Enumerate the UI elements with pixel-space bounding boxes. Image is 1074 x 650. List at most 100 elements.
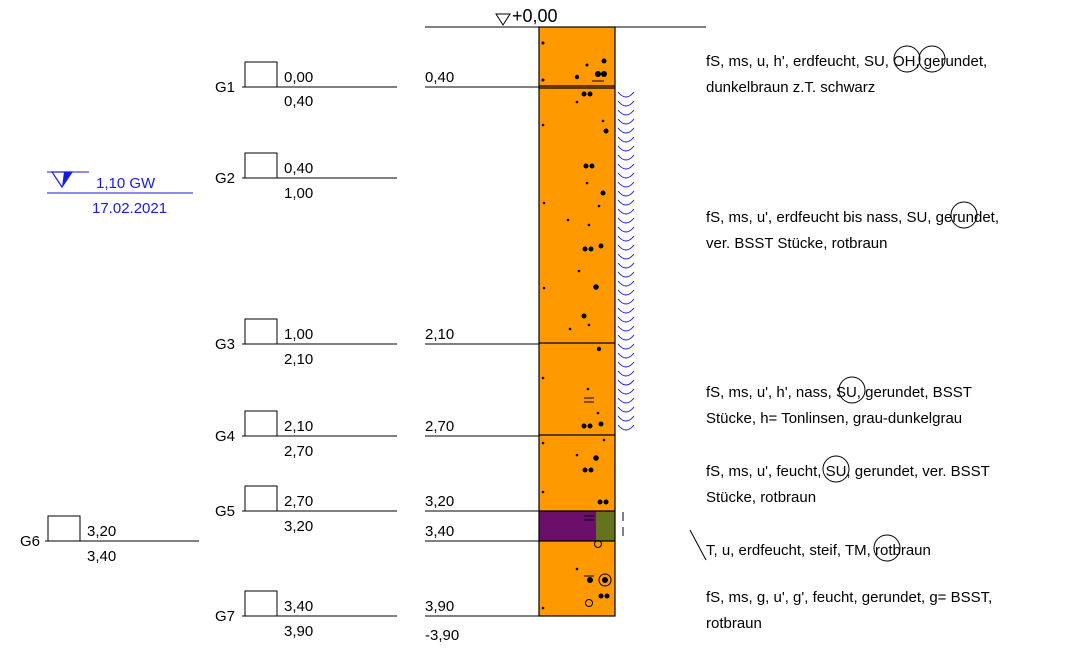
sample-id: G1 <box>215 79 235 96</box>
depth-label: 3,20 <box>425 493 454 510</box>
wetness-arc <box>617 244 635 251</box>
wetness-arc <box>617 145 635 152</box>
sample-id: G4 <box>215 428 235 445</box>
wetness-arc <box>617 217 635 224</box>
wetness-arc <box>617 262 635 269</box>
sample-bottom: 3,40 <box>87 548 116 565</box>
wetness-arc <box>617 424 635 431</box>
svg-text:rotbraun: rotbraun <box>706 615 762 632</box>
svg-text:fS, ms, u, h', erdfeucht, SU,O: fS, ms, u, h', erdfeucht, SU, OH, gerunde… <box>706 53 987 70</box>
wetness-arc <box>617 388 635 395</box>
wetness-arc <box>617 271 635 278</box>
sample-id: G2 <box>215 170 235 187</box>
sample-bottom: 3,20 <box>284 518 313 535</box>
layer-5-silt-band <box>596 511 615 541</box>
sample-top: 0,40 <box>284 160 313 177</box>
wetness-arc <box>617 163 635 170</box>
sample-top: 3,20 <box>87 523 116 540</box>
wetness-arc <box>617 280 635 287</box>
sample-bottom: 2,10 <box>284 351 313 368</box>
layer-4 <box>539 435 615 511</box>
layer-6 <box>539 541 615 616</box>
sample-id: G5 <box>215 503 235 520</box>
svg-text:ver. BSST Stücke, rotbraun: ver. BSST Stücke, rotbraun <box>706 235 887 252</box>
sample-top: 1,00 <box>284 326 313 343</box>
final-depth-label: -3,90 <box>425 627 459 644</box>
wetness-arc <box>617 190 635 197</box>
sample-id: G6 <box>20 533 40 550</box>
sample-id: G7 <box>215 608 235 625</box>
description-5: T, u, erdfeucht, steif, TM, rotbraun <box>689 529 931 561</box>
description-6: fS, ms, g, u', g', feucht, gerundet, g= … <box>706 589 992 632</box>
wetness-arc <box>617 370 635 377</box>
wetness-arc <box>617 91 635 98</box>
description-3: fS, ms, u', h', nass, SU, gerundet, BSST… <box>706 384 972 427</box>
svg-text:T, u, erdfeucht, steif, TM, ro: T, u, erdfeucht, steif, TM, rotbraun <box>706 542 931 559</box>
depth-label: 3,40 <box>425 523 454 540</box>
sample-g5: G5 2,70 3,20 <box>215 485 397 535</box>
sample-bottom: 0,40 <box>284 93 313 110</box>
description-2: fS, ms, u', erdfeucht bis nass, SU, geru… <box>706 209 999 252</box>
layer-boundaries <box>539 85 615 542</box>
wetness-arc <box>617 307 635 314</box>
svg-text:fS, ms, u', h', nass, SU, geru: fS, ms, u', h', nass, SU, gerundet, BSST <box>706 384 972 401</box>
groundwater-marker: 1,10 GW 17.02.2021 <box>47 171 193 217</box>
sample-g1: G1 0,00 0,40 <box>215 61 397 110</box>
wetness-arc <box>617 334 635 341</box>
layer-3 <box>539 343 615 435</box>
layer-descriptions: fS, ms, u, h', erdfeucht, SU, OH, gerunde… <box>689 53 999 632</box>
wetness-arc <box>617 199 635 206</box>
wetness-arc <box>617 325 635 332</box>
top-level-label: +0,00 <box>512 6 558 26</box>
wetness-arc <box>617 109 635 116</box>
wetness-arc <box>617 100 635 107</box>
svg-text:Stücke, rotbraun: Stücke, rotbraun <box>706 489 816 506</box>
svg-text:fS, ms, u', erdfeucht bis nass: fS, ms, u', erdfeucht bis nass, SU, geru… <box>706 209 999 226</box>
wetness-arc <box>617 379 635 386</box>
svg-text:Stücke, h= Tonlinsen, grau-dun: Stücke, h= Tonlinsen, grau-dunkelgrau <box>706 410 962 427</box>
depth-label: 2,10 <box>425 326 454 343</box>
wetness-arc <box>617 316 635 323</box>
wetness-arc <box>617 397 635 404</box>
description-pointer <box>689 529 707 561</box>
wetness-arc <box>617 181 635 188</box>
wetness-arcs <box>617 91 635 431</box>
svg-text:fS, ms, u', feucht, SU, gerund: fS, ms, u', feucht, SU, gerundet, ver. B… <box>706 463 990 480</box>
sample-bottom: 1,00 <box>284 185 313 202</box>
sample-g3: G3 1,00 2,10 <box>215 318 397 368</box>
sample-bottom: 2,70 <box>284 443 313 460</box>
wetness-arc <box>617 118 635 125</box>
svg-text:fS, ms, g, u', g', feucht, ger: fS, ms, g, u', g', feucht, gerundet, g= … <box>706 589 992 606</box>
depth-label: 2,70 <box>425 418 454 435</box>
wetness-arc <box>617 352 635 359</box>
sample-top: 2,70 <box>284 493 313 510</box>
layer-depth-labels: 0,40 2,10 2,70 3,20 3,40 3,90 -3,90 <box>425 69 539 644</box>
wetness-arc <box>617 127 635 134</box>
svg-text:dunkelbraun z.T. schwarz: dunkelbraun z.T. schwarz <box>706 79 875 96</box>
wetness-arc <box>617 253 635 260</box>
stone-rings <box>585 540 612 607</box>
wetness-arc <box>617 406 635 413</box>
description-4: fS, ms, u', feucht, SU, gerundet, ver. B… <box>706 463 990 506</box>
sample-bottom: 3,90 <box>284 623 313 640</box>
soil-column <box>538 26 624 617</box>
wetness-arc <box>617 289 635 296</box>
wetness-arc <box>617 235 635 242</box>
sample-g2: G2 0,40 1,00 <box>215 152 397 202</box>
depth-label: 3,90 <box>425 598 454 615</box>
groundwater-date: 17.02.2021 <box>92 200 167 217</box>
groundwater-depth: 1,10 GW <box>96 175 156 192</box>
wetness-arc <box>617 136 635 143</box>
ground-level-triangle-icon <box>495 13 511 26</box>
wetness-arc <box>617 361 635 368</box>
sample-top: 2,10 <box>284 418 313 435</box>
gravel-dots <box>541 41 610 610</box>
organic-dashes <box>584 80 624 577</box>
sample-g7: G7 3,40 3,90 <box>215 590 397 640</box>
wetness-arc <box>617 208 635 215</box>
layer-2 <box>539 86 615 343</box>
sample-g6: G6 3,20 3,40 <box>20 515 199 565</box>
wetness-arc <box>617 298 635 305</box>
soil-group-circles <box>822 45 978 562</box>
